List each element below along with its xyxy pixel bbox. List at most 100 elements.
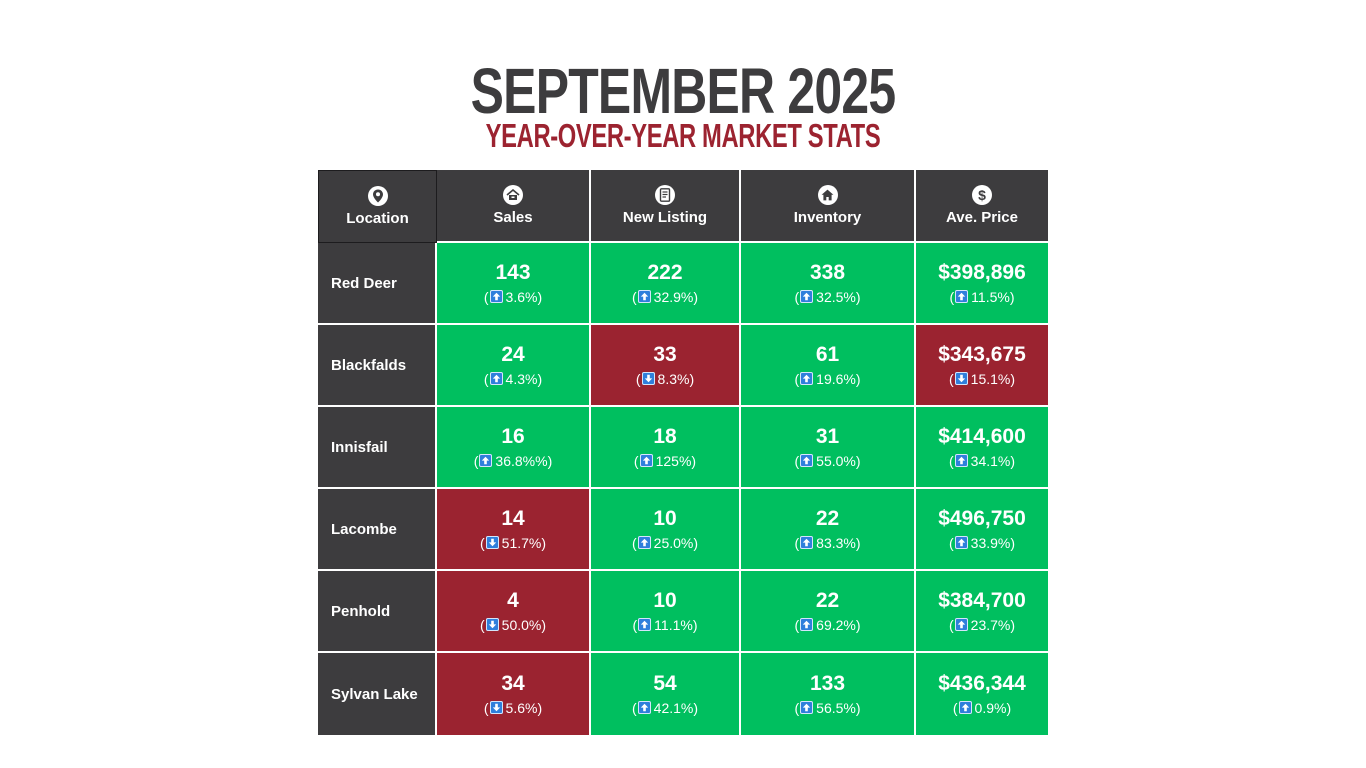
header-inventory: Inventory — [741, 170, 916, 243]
change-percent: 23.7%) — [970, 616, 1016, 633]
stat-value: 34 — [501, 671, 525, 695]
inventory-cell: 338 (32.5%) — [741, 243, 916, 325]
header-label: Inventory — [793, 208, 862, 226]
ave-price-cell: $343,675 (15.1%) — [916, 325, 1048, 407]
open-paren: ( — [948, 534, 954, 551]
stat-change: (125%) — [634, 452, 696, 470]
inventory-cell: 22 (69.2%) — [741, 571, 916, 653]
arrow-up-icon — [637, 701, 651, 714]
arrow-up-icon — [800, 290, 814, 303]
listing-document-icon — [655, 184, 675, 205]
stat-change: (5.6%) — [484, 699, 542, 717]
arrow-up-icon — [489, 290, 503, 303]
stat-change: (8.3%) — [636, 370, 694, 388]
change-percent: 32.9%) — [653, 288, 699, 305]
ave-price-cell: $384,700 (23.7%) — [916, 571, 1048, 653]
change-percent: 0.9%) — [974, 699, 1012, 716]
stat-value: 10 — [653, 506, 677, 530]
arrow-down-icon — [485, 536, 499, 549]
change-percent: 34.1%) — [970, 452, 1016, 469]
arrow-up-icon — [955, 290, 969, 303]
stat-value: 33 — [653, 342, 677, 366]
sales-cell: 34 (5.6%) — [437, 653, 591, 735]
open-paren: ( — [473, 452, 479, 469]
new-listing-cell: 18 (125%) — [591, 407, 741, 489]
sales-cell: 16 (36.8%%) — [437, 407, 591, 489]
stat-change: (19.6%) — [794, 370, 860, 388]
open-paren: ( — [635, 370, 641, 387]
open-paren: ( — [952, 699, 958, 716]
change-percent: 125%) — [655, 452, 697, 469]
stat-change: (0.9%) — [953, 699, 1011, 717]
stat-change: (3.6%) — [484, 288, 542, 306]
change-percent: 50.0%) — [501, 616, 547, 633]
header-label: New Listing — [622, 208, 708, 226]
arrow-up-icon — [800, 454, 814, 467]
sales-cell: 24 (4.3%) — [437, 325, 591, 407]
open-paren: ( — [794, 452, 800, 469]
change-percent: 5.6%) — [505, 699, 543, 716]
stat-value: 22 — [815, 506, 840, 530]
change-percent: 56.5%) — [816, 699, 861, 716]
new-listing-cell: 222 (32.9%) — [591, 243, 741, 325]
open-paren: ( — [483, 288, 489, 305]
ave-price-cell: $398,896 (11.5%) — [916, 243, 1048, 325]
arrow-up-icon — [637, 536, 651, 549]
stat-value: 31 — [815, 424, 840, 448]
stat-value: $384,700 — [938, 588, 1026, 612]
sales-cell: 143 (3.6%) — [437, 243, 591, 325]
arrow-up-icon — [800, 701, 814, 714]
open-paren: ( — [632, 616, 638, 633]
header-new-listing: New Listing — [591, 170, 741, 243]
open-paren: ( — [631, 534, 637, 551]
arrow-up-icon — [954, 454, 968, 467]
stat-change: (36.8%%) — [474, 452, 552, 470]
change-percent: 3.6%) — [505, 288, 543, 305]
stat-value: $436,344 — [938, 671, 1026, 695]
location-cell: Lacombe — [318, 489, 437, 571]
inventory-cell: 61 (19.6%) — [741, 325, 916, 407]
house-sold-icon — [503, 184, 523, 205]
stat-value: 16 — [501, 424, 525, 448]
ave-price-cell: $436,344 (0.9%) — [916, 653, 1048, 735]
page-subtitle: YEAR-OVER-YEAR MARKET STATS — [485, 117, 881, 154]
sales-cell: 4 (50.0%) — [437, 571, 591, 653]
stat-value: 61 — [815, 342, 840, 366]
inventory-cell: 31 (55.0%) — [741, 407, 916, 489]
header-location: Location — [318, 170, 437, 243]
stat-change: (56.5%) — [794, 699, 860, 717]
change-percent: 4.3%) — [505, 370, 543, 387]
open-paren: ( — [794, 288, 800, 305]
location-cell: Red Deer — [318, 243, 437, 325]
stat-change: (4.3%) — [484, 370, 542, 388]
location-cell: Innisfail — [318, 407, 437, 489]
change-percent: 51.7%) — [501, 534, 547, 551]
stat-value: $496,750 — [938, 506, 1026, 530]
arrow-up-icon — [954, 536, 968, 549]
arrow-down-icon — [641, 372, 655, 385]
change-percent: 33.9%) — [970, 534, 1016, 551]
stat-value: 22 — [815, 588, 840, 612]
ave-price-cell: $414,600 (34.1%) — [916, 407, 1048, 489]
arrow-down-icon — [485, 618, 499, 631]
change-percent: 36.8%%) — [495, 452, 553, 469]
open-paren: ( — [631, 288, 637, 305]
header-label: Ave. Price — [946, 208, 1018, 226]
new-listing-cell: 10 (25.0%) — [591, 489, 741, 571]
stat-change: (32.9%) — [632, 288, 698, 306]
stat-value: 133 — [809, 671, 846, 695]
stat-change: (11.1%) — [633, 616, 698, 634]
page-title: SEPTEMBER 2025 — [470, 55, 896, 127]
new-listing-cell: 10 (11.1%) — [591, 571, 741, 653]
stat-change: (33.9%) — [949, 534, 1015, 552]
stat-value: 143 — [495, 260, 531, 284]
inventory-cell: 133 (56.5%) — [741, 653, 916, 735]
stat-value: 10 — [653, 588, 677, 612]
change-percent: 8.3%) — [657, 370, 695, 387]
arrow-up-icon — [800, 536, 814, 549]
stat-value: 338 — [809, 260, 846, 284]
stat-change: (55.0%) — [794, 452, 860, 470]
change-percent: 69.2%) — [816, 616, 861, 633]
dollar-icon: $ — [972, 184, 992, 205]
arrow-up-icon — [479, 454, 493, 467]
